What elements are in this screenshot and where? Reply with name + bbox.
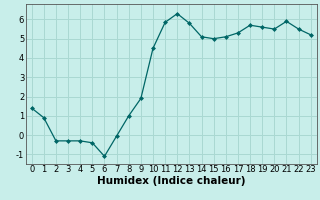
- X-axis label: Humidex (Indice chaleur): Humidex (Indice chaleur): [97, 176, 245, 186]
